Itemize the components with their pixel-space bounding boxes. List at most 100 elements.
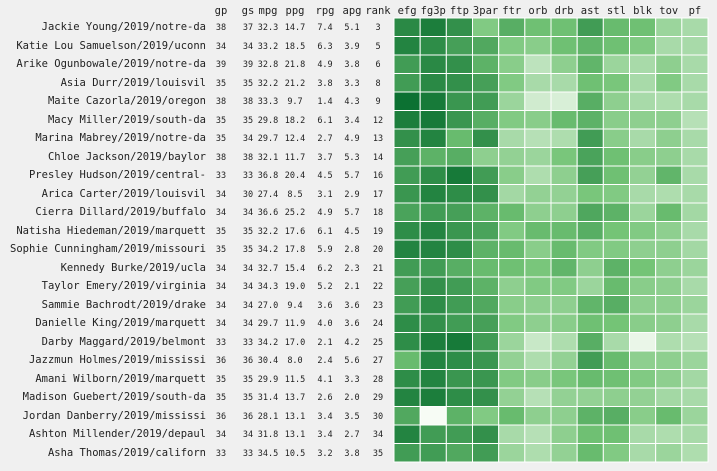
heat-cell-blk — [629, 258, 657, 278]
heat-cell-pf — [681, 258, 709, 278]
heat-cell-stl — [602, 443, 631, 463]
heat-cell-pf — [681, 36, 709, 56]
heat-cell-drb — [550, 128, 578, 148]
cell-rpg: 7.4 — [317, 23, 333, 33]
heat-cell-fg3p — [419, 221, 447, 241]
column-header-tov: tov — [659, 5, 679, 17]
heat-cell-drb — [550, 239, 578, 259]
heat-cell-ast — [576, 221, 604, 241]
cell-gs: 36 — [242, 411, 254, 422]
cell-ppg: 13.1 — [284, 430, 306, 440]
cell-rank: 6 — [375, 60, 381, 70]
heat-cell-stl — [602, 313, 631, 333]
heat-cell-tov — [655, 73, 683, 93]
heat-cell-blk — [629, 184, 657, 204]
heat-cell-efg — [393, 369, 421, 389]
heat-cell-ast — [576, 202, 604, 222]
heat-cell-ftr — [498, 91, 526, 111]
heat-cell-orb — [524, 128, 552, 148]
cell-gs: 39 — [242, 60, 254, 70]
heat-cell-tov — [655, 165, 683, 185]
column-header-gs: gs — [241, 5, 255, 17]
cell-apg: 2.9 — [344, 189, 360, 200]
row-label: Jackie Young/2019/notre-da — [41, 21, 206, 33]
cell-apg: 3.9 — [344, 41, 360, 52]
cell-gs: 35 — [242, 393, 254, 403]
heat-cell-efg — [393, 387, 421, 407]
cell-rpg: 3.6 — [317, 300, 333, 311]
cell-gs: 35 — [242, 78, 254, 89]
heat-cell-ftp — [445, 221, 473, 241]
cell-apg: 2.3 — [344, 263, 360, 274]
heat-cell-orb — [524, 295, 552, 315]
cell-ppg: 21.2 — [284, 78, 306, 89]
heat-cell-ftp — [445, 91, 473, 111]
cell-ppg: 14.7 — [284, 23, 306, 33]
heat-cell-ftp — [445, 184, 473, 204]
cell-ppg: 17.6 — [284, 226, 306, 237]
heat-cell-fg3p — [419, 387, 447, 407]
cell-mpg: 34.5 — [257, 448, 279, 459]
heat-cell-drb — [550, 221, 578, 241]
heat-cell-pf — [681, 202, 709, 222]
heat-cell-blk — [629, 387, 657, 407]
cell-mpg: 29.7 — [257, 319, 279, 329]
heat-cell-tov — [655, 128, 683, 148]
heat-cell-fg3p — [419, 73, 447, 93]
cell-rank: 20 — [372, 245, 384, 255]
cell-gs: 38 — [242, 152, 254, 163]
cell-apg: 4.2 — [344, 337, 360, 348]
row-label: Sammie Bachrodt/2019/drake — [41, 298, 206, 311]
heat-cell-ast — [576, 165, 604, 185]
cell-apg: 2.8 — [344, 245, 360, 255]
cell-mpg: 32.8 — [257, 60, 279, 70]
cell-mpg: 32.2 — [257, 78, 279, 89]
heat-cell-ftr — [498, 332, 526, 352]
column-header-pf: pf — [688, 5, 702, 17]
cell-rank: 14 — [372, 152, 384, 163]
cell-apg: 3.4 — [344, 115, 360, 126]
cell-rank: 9 — [375, 97, 381, 107]
heat-cell-fg3p — [419, 276, 447, 296]
cell-apg: 2.1 — [344, 282, 360, 292]
heat-cell-ftp — [445, 165, 473, 185]
row-label: Arike Ogunbowale/2019/notre-da — [16, 58, 206, 70]
heat-cell-ftp — [445, 276, 473, 296]
cell-rank: 22 — [372, 282, 384, 292]
cell-rpg: 4.0 — [317, 319, 333, 329]
heat-cell-ftr — [498, 221, 526, 241]
cell-mpg: 32.3 — [257, 23, 279, 33]
heat-cell-drb — [550, 387, 578, 407]
cell-gp: 39 — [215, 60, 227, 70]
cell-gp: 33 — [215, 337, 227, 348]
heat-cell-ftr — [498, 73, 526, 93]
heat-cell-blk — [629, 424, 657, 444]
heat-cell-3par — [472, 17, 500, 37]
heat-cell-orb — [524, 165, 552, 185]
heat-cell-efg — [393, 406, 421, 426]
heat-cell-orb — [524, 258, 552, 278]
heat-cell-3par — [472, 332, 500, 352]
heat-cell-fg3p — [419, 406, 447, 426]
heat-cell-ftr — [498, 387, 526, 407]
heat-cell-ftp — [445, 313, 473, 333]
heat-cell-ftr — [498, 443, 526, 463]
heat-cell-ast — [576, 313, 604, 333]
heat-cell-efg — [393, 313, 421, 333]
row-label: Macy Miller/2019/south-da — [47, 113, 206, 126]
cell-gs: 34 — [242, 263, 254, 274]
heat-cell-3par — [472, 313, 500, 333]
cell-ppg: 8.0 — [287, 356, 303, 366]
cell-rank: 3 — [375, 23, 381, 33]
column-header-ppg: ppg — [285, 5, 305, 17]
cell-gp: 35 — [215, 245, 227, 255]
column-header-ast: ast — [580, 5, 600, 17]
row-label: Chloe Jackson/2019/baylor — [47, 150, 206, 163]
heat-cell-ftr — [498, 369, 526, 389]
heat-cell-orb — [524, 369, 552, 389]
heat-cell-pf — [681, 17, 709, 37]
cell-rank: 13 — [372, 134, 384, 144]
column-header-mpg: mpg — [258, 5, 278, 17]
heat-cell-ast — [576, 258, 604, 278]
